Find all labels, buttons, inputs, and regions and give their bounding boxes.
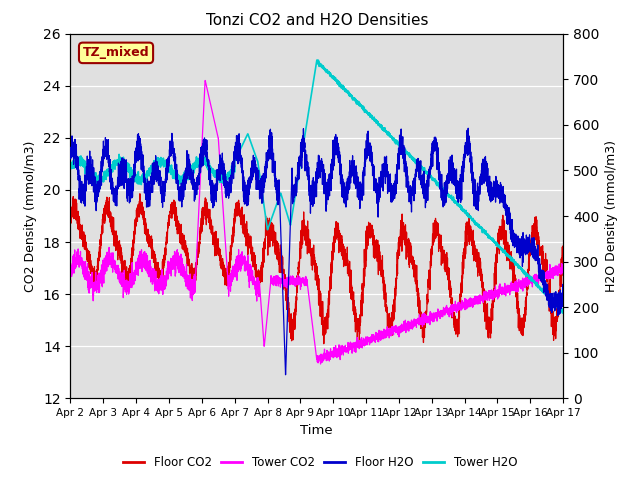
Y-axis label: CO2 Density (mmol/m3): CO2 Density (mmol/m3) (24, 140, 37, 292)
Text: TZ_mixed: TZ_mixed (83, 47, 149, 60)
Title: Tonzi CO2 and H2O Densities: Tonzi CO2 and H2O Densities (205, 13, 428, 28)
Legend: Floor CO2, Tower CO2, Floor H2O, Tower H2O: Floor CO2, Tower CO2, Floor H2O, Tower H… (118, 452, 522, 474)
Y-axis label: H2O Density (mmol/m3): H2O Density (mmol/m3) (605, 140, 618, 292)
X-axis label: Time: Time (301, 424, 333, 437)
